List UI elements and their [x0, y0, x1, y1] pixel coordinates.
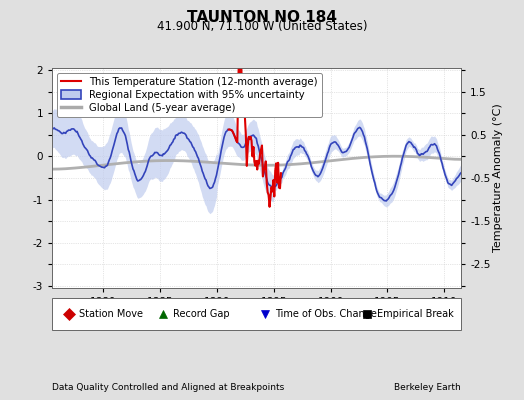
Text: Empirical Break: Empirical Break — [377, 309, 454, 319]
Text: TAUNTON NO 184: TAUNTON NO 184 — [187, 10, 337, 25]
Legend: This Temperature Station (12-month average), Regional Expectation with 95% uncer: This Temperature Station (12-month avera… — [58, 73, 322, 117]
Text: Record Gap: Record Gap — [173, 309, 230, 319]
Text: Time of Obs. Change: Time of Obs. Change — [275, 309, 377, 319]
FancyBboxPatch shape — [52, 298, 461, 330]
Y-axis label: Temperature Anomaly (°C): Temperature Anomaly (°C) — [493, 104, 503, 252]
Text: Berkeley Earth: Berkeley Earth — [395, 383, 461, 392]
Text: Data Quality Controlled and Aligned at Breakpoints: Data Quality Controlled and Aligned at B… — [52, 383, 285, 392]
Text: 41.900 N, 71.100 W (United States): 41.900 N, 71.100 W (United States) — [157, 20, 367, 33]
Text: Station Move: Station Move — [79, 309, 143, 319]
